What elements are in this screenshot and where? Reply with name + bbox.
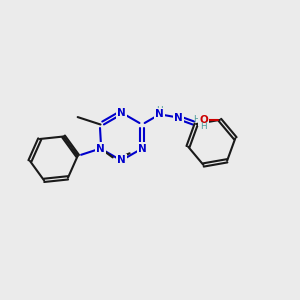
Text: H: H [200, 122, 207, 131]
Text: N: N [174, 112, 183, 123]
Text: N: N [138, 143, 146, 154]
Text: N: N [155, 109, 164, 119]
Text: H: H [194, 115, 200, 124]
Text: H: H [156, 106, 163, 115]
Text: N: N [96, 143, 105, 154]
Text: N: N [117, 155, 126, 165]
Text: N: N [117, 107, 126, 118]
Text: O: O [199, 115, 208, 125]
